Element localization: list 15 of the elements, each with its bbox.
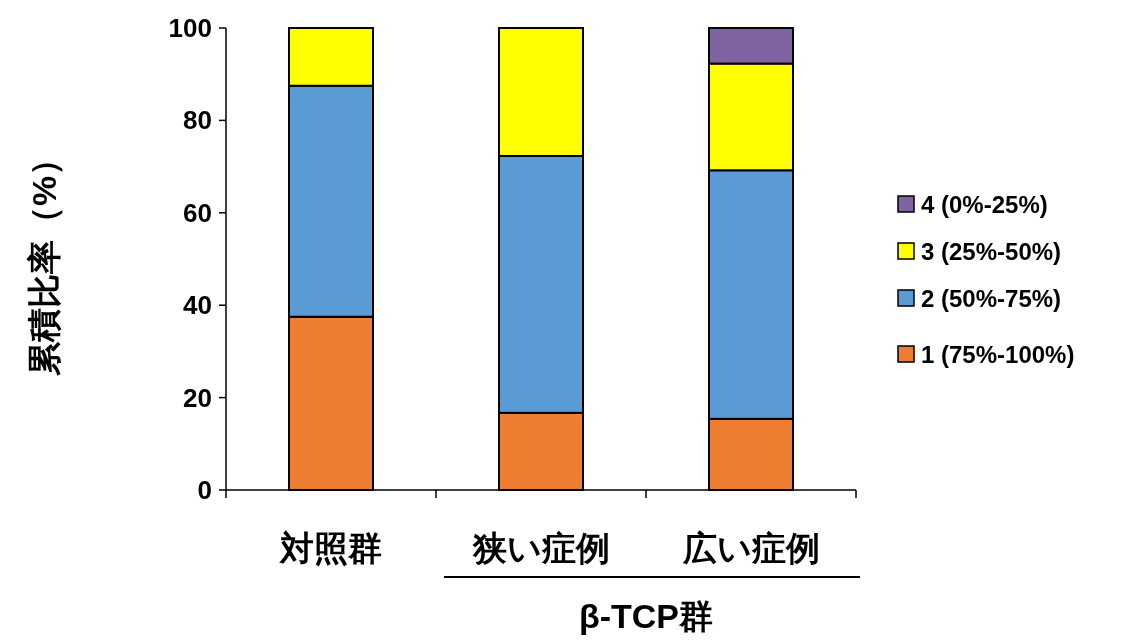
y-tick-label: 0 — [197, 475, 212, 505]
legend-label: 1 (75%-100%) — [921, 341, 1075, 368]
y-tick-label: 20 — [183, 382, 212, 413]
x-tick-label: 対照群 — [279, 529, 382, 567]
y-axis-title: 累積比率（%） — [25, 141, 63, 377]
x-tick-label: 広い症例 — [681, 529, 820, 567]
x-axis-title: β-TCP群 — [578, 597, 714, 635]
legend-label: 3 (25%-50%) — [921, 238, 1062, 265]
y-tick-label: 80 — [183, 105, 212, 136]
y-tick-label: 100 — [168, 13, 212, 43]
y-tick-label: 60 — [183, 197, 212, 228]
x-tick-label: 狭い症例 — [471, 529, 610, 567]
legend-label: 2 (50%-75%) — [921, 285, 1062, 312]
legend-label: 4 (0%-25%) — [921, 191, 1048, 218]
y-tick-label: 40 — [183, 290, 212, 321]
